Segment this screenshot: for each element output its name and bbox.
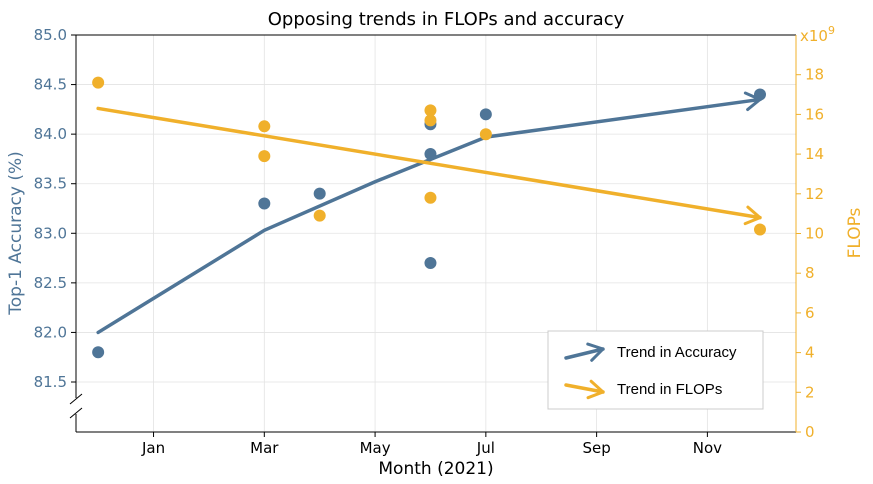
accuracy-trend-line [96,97,762,335]
flops-point [258,120,271,133]
points-layer [92,76,766,359]
accuracy-point [424,257,437,270]
y-left-tick-label: 84.5 [34,76,67,94]
accuracy-point [479,108,492,121]
y-right-multiplier-exponent: 9 [828,24,835,37]
accuracy-point [424,147,437,160]
axis-break-mark [69,393,83,405]
legend-accuracy-label: Trend in Accuracy [617,344,737,361]
x-tick-label: Nov [693,439,722,457]
legend-accuracy-line [564,347,605,360]
legend-box [547,330,764,410]
y-left-tick-label: 85.0 [34,26,67,44]
y-left-tick-label: 82.0 [34,323,67,341]
y-right-multiplier-base: x10 [800,27,828,45]
y-right-axis-title: FLOPs [845,207,865,258]
y-right-tick-label: 16 [805,105,824,123]
axes-layer [69,34,801,437]
flops-point [479,128,492,141]
x-tick-label: Mar [250,439,279,457]
y-right-tick-label: 12 [805,185,824,203]
flops-point [424,191,437,204]
flops-point [424,114,437,127]
legend-flops-arrowhead [586,379,605,400]
y-left-tick-label: 84.0 [34,125,67,143]
x-axis-title: Month (2021) [378,459,493,479]
flops-point [424,104,437,117]
x-tick-label: May [360,439,391,457]
flops-point [92,76,105,89]
y-left-tick-label: 83.0 [34,224,67,242]
y-right-tick-label: 4 [805,344,815,362]
axis-break-mark [69,407,83,419]
flops-point [313,209,326,222]
flops-trend-arrowhead [743,205,762,226]
flops-trend-line [96,106,762,220]
flops-point [754,223,766,236]
y-right-tick-label: 2 [805,383,815,401]
y-right-tick-label: 8 [805,264,815,282]
labels-layer: Jan Mar May Jul Sep Nov81.582.082.583.083.584… [6,9,865,479]
x-tick-label: Jul [476,439,495,457]
y-left-tick-label: 82.5 [34,274,67,292]
accuracy-point [754,88,766,101]
y-right-tick-label: 10 [805,225,824,243]
y-right-tick-label: 14 [805,145,824,163]
legend-layer: Trend in Accuracy Trend in FLOPs [547,330,764,410]
legend-flops-label: Trend in FLOPs [617,381,722,398]
x-tick-label: Sep [582,439,610,457]
y-right-tick-label: 6 [805,304,815,322]
y-left-axis-title: Top-1 Accuracy (%) [6,151,26,315]
y-right-tick-label: 18 [805,66,824,84]
x-tick-label: Jan [141,439,165,457]
legend-accuracy-arrowhead [586,342,605,362]
y-right-tick-label: 0 [805,423,815,441]
y-left-tick-label: 81.5 [34,373,67,391]
accuracy-point [313,187,326,200]
chart-title: Opposing trends in FLOPs and accuracy [268,9,625,30]
accuracy-point [92,346,105,359]
y-left-tick-label: 83.5 [34,175,67,193]
flops-point [258,150,271,163]
legend-flops-line [564,383,605,394]
y-right-multiplier: x109 [800,24,835,45]
accuracy-point [258,197,271,210]
